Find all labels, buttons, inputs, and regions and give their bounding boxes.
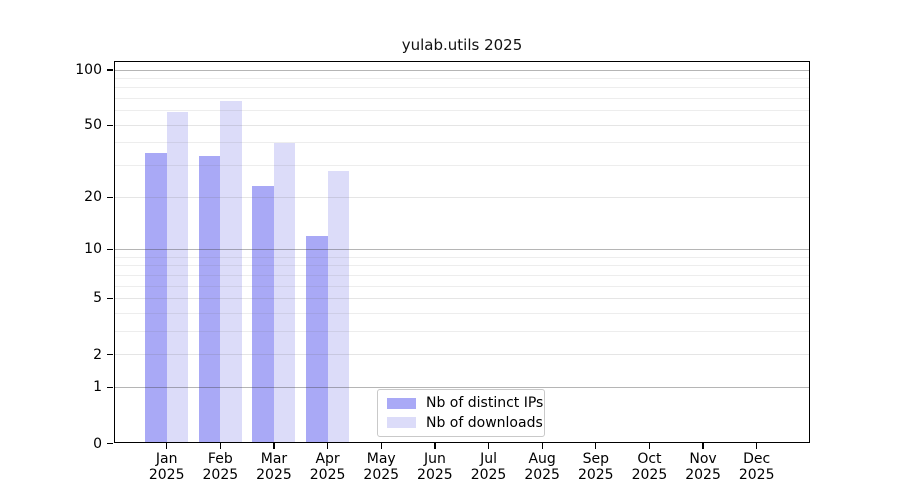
x-tick-mar xyxy=(273,443,275,449)
gridline-y-90 xyxy=(114,77,810,79)
x-tick-label-oct: Oct 2025 xyxy=(631,451,668,483)
gridline-y-60 xyxy=(114,110,810,112)
y-tick-label-50: 50 xyxy=(84,117,102,134)
x-tick-label-sep: Sep 2025 xyxy=(577,451,614,483)
legend-swatch-downloads xyxy=(387,417,416,429)
bar-downloads-apr xyxy=(327,170,350,444)
legend-label-downloads: Nb of downloads xyxy=(426,414,543,431)
gridline-y-5 xyxy=(114,297,810,299)
gridline-y-100 xyxy=(114,69,810,71)
x-tick-label-dec: Dec 2025 xyxy=(738,451,775,483)
legend-item-downloads: Nb of downloads xyxy=(387,415,543,431)
gridline-y-4 xyxy=(114,312,810,314)
y-tick-label-0: 0 xyxy=(93,435,102,452)
gridline-y-30 xyxy=(114,165,810,167)
gridline-y-9 xyxy=(114,256,810,258)
gridline-y-50 xyxy=(114,124,810,126)
bar-downloads-jan xyxy=(166,112,189,444)
legend: Nb of distinct IPs Nb of downloads xyxy=(377,389,545,437)
x-tick-label-jul: Jul 2025 xyxy=(470,451,507,483)
bar-distinct-ips-apr xyxy=(306,235,328,444)
x-tick-jan xyxy=(166,443,168,449)
y-tick-label-1: 1 xyxy=(93,379,102,396)
x-tick-label-aug: Aug 2025 xyxy=(524,451,560,483)
x-tick-dec xyxy=(756,443,758,449)
gridline-y-20 xyxy=(114,196,810,198)
y-tick-10 xyxy=(107,248,113,251)
chart-title: yulab.utils 2025 xyxy=(401,36,523,54)
gridline-y-6 xyxy=(114,285,810,287)
bar-downloads-mar xyxy=(273,142,296,444)
x-tick-jul xyxy=(487,443,490,449)
y-tick-label-2: 2 xyxy=(93,346,102,363)
y-tick-100 xyxy=(107,69,113,71)
legend-label-distinct-ips: Nb of distinct IPs xyxy=(426,395,544,412)
y-tick-0 xyxy=(107,442,113,445)
y-tick-20 xyxy=(107,196,113,198)
x-tick-may xyxy=(380,443,382,449)
x-tick-label-may: May 2025 xyxy=(363,451,400,483)
x-tick-jun xyxy=(434,443,436,449)
y-tick-1 xyxy=(107,386,113,389)
x-tick-label-mar: Mar 2025 xyxy=(256,451,292,483)
y-tick-5 xyxy=(107,297,113,300)
x-tick-oct xyxy=(648,443,651,449)
x-tick-label-nov: Nov 2025 xyxy=(685,451,721,483)
gridline-y-70 xyxy=(114,98,810,100)
y-tick-label-5: 5 xyxy=(93,290,102,307)
bar-distinct-ips-feb xyxy=(198,155,221,444)
x-tick-label-jun: Jun 2025 xyxy=(417,451,453,483)
x-tick-sep xyxy=(595,443,597,449)
y-tick-label-10: 10 xyxy=(84,241,102,258)
gridline-y-80 xyxy=(114,87,810,89)
x-tick-nov xyxy=(702,443,704,449)
x-tick-feb xyxy=(219,443,222,449)
x-tick-apr xyxy=(327,443,329,449)
x-tick-aug xyxy=(541,443,543,449)
gridline-y-8 xyxy=(114,265,810,267)
bar-distinct-ips-jan xyxy=(145,153,167,444)
y-tick-label-20: 20 xyxy=(84,189,102,206)
gridline-y-2 xyxy=(114,354,810,356)
legend-item-distinct-ips: Nb of distinct IPs xyxy=(387,395,543,411)
x-tick-label-jan: Jan 2025 xyxy=(148,451,185,483)
x-tick-label-apr: Apr 2025 xyxy=(309,451,346,483)
gridline-y-10 xyxy=(114,248,810,250)
y-tick-50 xyxy=(107,124,113,126)
legend-swatch-distinct-ips xyxy=(387,397,416,409)
x-tick-label-feb: Feb 2025 xyxy=(202,451,239,483)
bar-distinct-ips-mar xyxy=(252,186,274,444)
bar-downloads-feb xyxy=(220,100,242,444)
gridline-y-3 xyxy=(114,330,810,332)
gridline-y-40 xyxy=(114,142,810,144)
y-tick-2 xyxy=(107,353,113,356)
y-tick-label-100: 100 xyxy=(75,62,102,78)
gridline-y-1 xyxy=(114,386,810,388)
plot-area: 0 1 2 5 10 20 50 100 Jan 2025 Feb 2025 Mar 2025 Apr 202… xyxy=(75,61,810,483)
gridline-y-7 xyxy=(114,274,810,276)
